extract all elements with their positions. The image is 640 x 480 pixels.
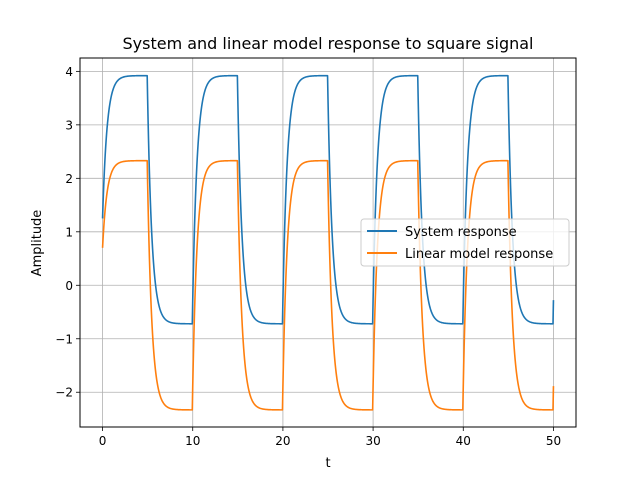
y-tick-label: 2	[65, 172, 73, 186]
x-axis-label: t	[325, 456, 330, 471]
x-tick-label: 10	[185, 434, 200, 448]
x-tick-label: 20	[275, 434, 290, 448]
y-tick-label: −1	[55, 332, 73, 346]
legend-label-system-response: System response	[405, 225, 517, 240]
x-tick-label: 50	[546, 434, 561, 448]
x-axis-ticks: 0 10 20 30 40 50	[99, 427, 561, 448]
y-axis-label: Amplitude	[30, 210, 45, 277]
y-axis-ticks: −2 −1 0 1 2 3 4	[55, 65, 80, 400]
legend-box	[360, 218, 570, 267]
x-tick-label: 40	[456, 434, 471, 448]
chart-title: System and linear model response to squa…	[122, 34, 533, 53]
series-line-system-response	[101, 74, 555, 325]
y-tick-label: 0	[65, 279, 73, 293]
x-tick-label: 0	[99, 434, 107, 448]
plot-frame	[79, 57, 577, 428]
y-tick-label: 3	[65, 118, 73, 132]
y-tick-label: 4	[65, 65, 73, 79]
y-tick-label: −2	[55, 386, 73, 400]
legend: System response Linear model response	[360, 218, 570, 267]
series-lines	[101, 74, 555, 411]
series-line-linear-model-response	[101, 159, 555, 411]
y-tick-label: 1	[65, 225, 73, 239]
x-tick-label: 30	[365, 434, 380, 448]
legend-label-linear-model-response: Linear model response	[405, 247, 553, 262]
